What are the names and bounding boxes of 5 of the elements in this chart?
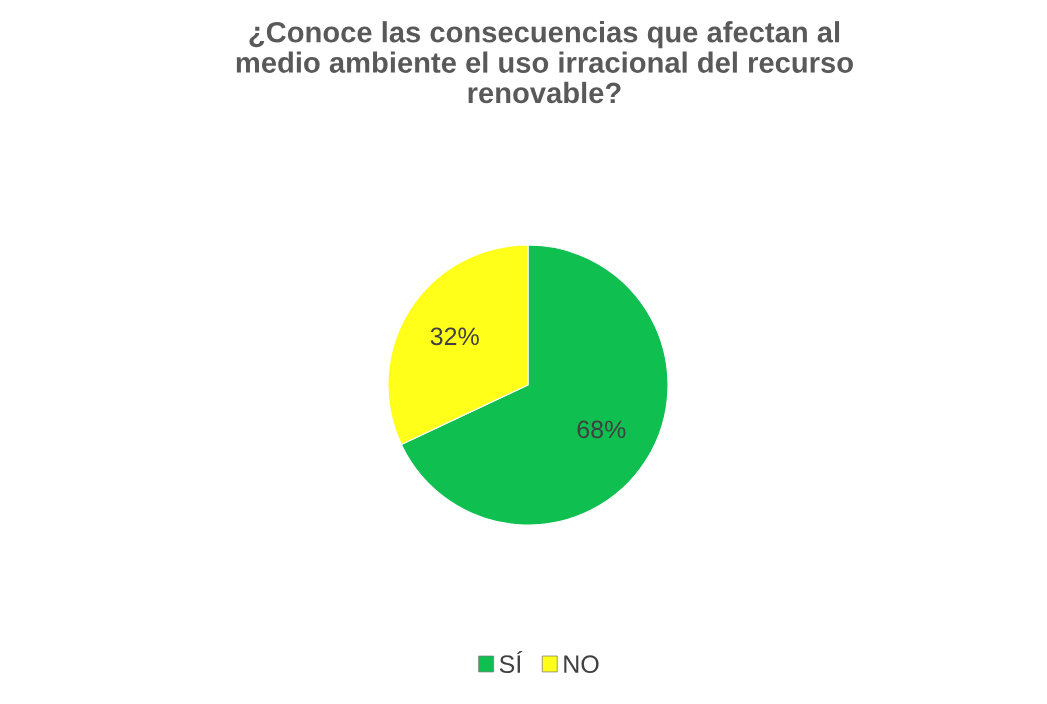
data-label: 32% bbox=[430, 327, 479, 346]
data-label: 68% bbox=[577, 420, 626, 439]
legend-label: SÍ bbox=[499, 651, 523, 674]
legend-label: NO bbox=[564, 655, 599, 674]
chart-title: ¿Conoce las consecuencias que afectan al medio ambiente el uso irracional del recurso renovable? bbox=[236, 21, 853, 104]
